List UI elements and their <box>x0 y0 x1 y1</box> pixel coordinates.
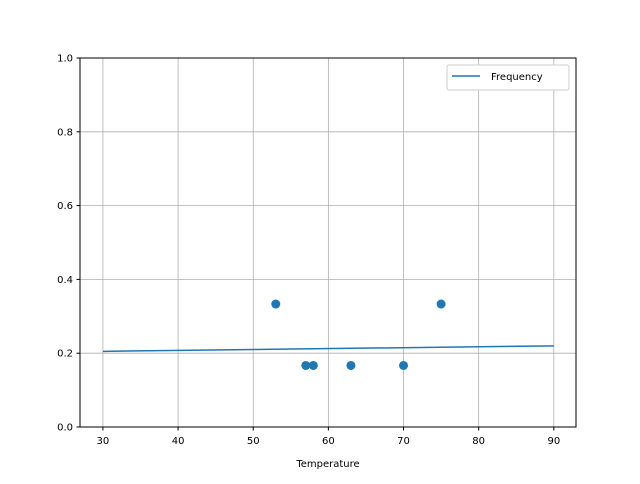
scatter-point <box>346 360 356 370</box>
scatter-point <box>399 360 409 370</box>
x-tick-label: 30 <box>97 436 110 447</box>
y-tick-label: 0.0 <box>57 423 73 434</box>
legend-label: Frequency <box>491 72 543 83</box>
legend-box <box>446 64 570 91</box>
y-tick-label: 0.4 <box>57 275 73 286</box>
scatter-point <box>308 360 318 370</box>
ticks: 30 40 50 60 70 80 90 0.0 0.2 0.4 0.6 0.8 1.0 <box>57 54 560 448</box>
x-tick-label: 60 <box>322 436 335 447</box>
scatter-point <box>436 299 446 309</box>
scatter-point <box>301 360 311 370</box>
legend: Frequency <box>446 64 570 91</box>
y-tick-label: 0.2 <box>57 349 73 360</box>
y-tick-label: 0.6 <box>57 201 73 212</box>
x-tick-label: 90 <box>547 436 560 447</box>
x-tick-label: 50 <box>247 436 260 447</box>
x-tick-label: 70 <box>397 436 410 447</box>
x-axis-label: Temperature <box>295 459 359 470</box>
y-tick-label: 0.8 <box>57 127 73 138</box>
x-tick-label: 80 <box>472 436 485 447</box>
x-tick-label: 40 <box>172 436 185 447</box>
plot-marks <box>102 299 554 370</box>
frequency-line <box>102 345 554 353</box>
scatter-point <box>271 299 281 309</box>
y-tick-label: 1.0 <box>57 54 73 65</box>
